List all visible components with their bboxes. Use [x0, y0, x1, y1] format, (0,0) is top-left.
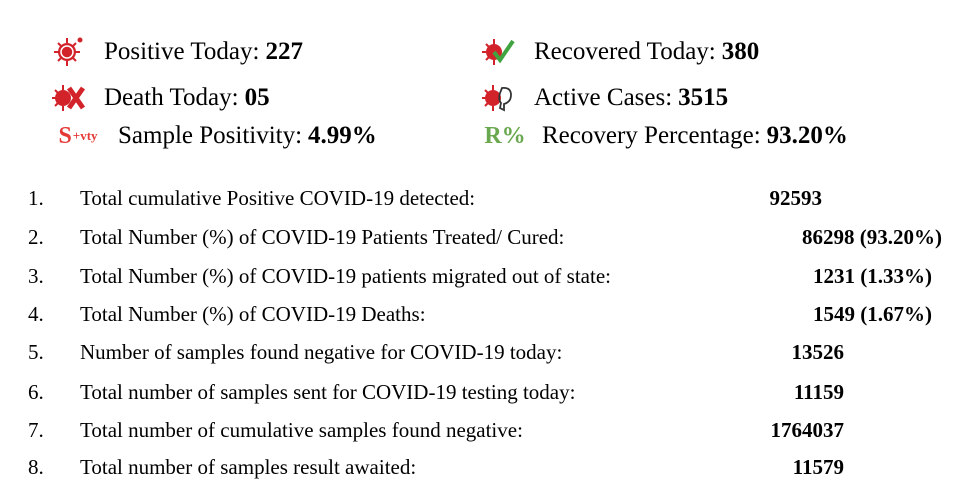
death-today-value: 05 [244, 84, 270, 111]
stat-row-value: 86298 (93.20%) [802, 225, 942, 249]
stat-row-number: 7. [28, 418, 44, 442]
sample-positivity-icon: S +vty [50, 120, 106, 152]
stat-row-label: Total Number (%) of COVID-19 patients mi… [80, 264, 611, 288]
stat-row: 4. Total Number (%) of COVID-19 Deaths: … [0, 302, 954, 336]
recovery-percentage-icon: R% [484, 122, 526, 149]
stat-row-value: 11579 [792, 455, 844, 479]
stat-row: 6. Total number of samples sent for COVI… [0, 380, 954, 414]
stat-row-number: 3. [28, 264, 44, 288]
death-today-label: Death Today: [104, 84, 239, 111]
stat-row-number: 6. [28, 380, 44, 404]
active-cases-value: 3515 [678, 84, 729, 111]
stat-row-number: 1. [28, 186, 44, 210]
stat-row-label: Total cumulative Positive COVID-19 detec… [80, 186, 476, 210]
stat-row-number: 5. [28, 340, 44, 364]
active-cases-stat: Active Cases: 3515 [480, 82, 728, 114]
recovered-today-stat: Recovered Today: 380 [480, 36, 759, 68]
stat-row-label: Number of samples found negative for COV… [80, 340, 563, 364]
stat-row-label: Total number of samples sent for COVID-1… [80, 380, 576, 404]
sample-positivity-stat: S +vty Sample Positivity: 4.99% [50, 120, 377, 152]
positive-today-value: 227 [265, 38, 303, 65]
active-cases-label: Active Cases: [534, 84, 673, 111]
virus-cross-icon [50, 82, 86, 114]
positive-today-label: Positive Today: [104, 38, 260, 65]
virus-icon [50, 36, 86, 68]
sample-positivity-value: 4.99% [308, 122, 377, 149]
virus-check-icon [480, 36, 516, 68]
stat-row-number: 2. [28, 225, 44, 249]
stat-row: 2. Total Number (%) of COVID-19 Patients… [0, 225, 954, 259]
stat-row-value: 1231 (1.33%) [813, 264, 932, 288]
stat-row: 8. Total number of samples result awaite… [0, 455, 954, 489]
virus-outline-icon [480, 82, 516, 114]
sample-positivity-icon-letter: S [58, 122, 72, 149]
sample-positivity-label: Sample Positivity: [118, 122, 303, 149]
stat-row: 5. Number of samples found negative for … [0, 340, 954, 374]
recovered-today-value: 380 [721, 38, 760, 65]
stat-row: 7. Total number of cumulative samples fo… [0, 418, 954, 452]
death-today-stat: Death Today: 05 [50, 82, 270, 114]
sample-positivity-icon-sup: +vty [72, 128, 98, 143]
stat-row-label: Total Number (%) of COVID-19 Deaths: [80, 302, 426, 326]
recovery-percentage-value: 93.20% [766, 122, 848, 149]
stat-row-value: 1549 (1.67%) [813, 302, 932, 326]
stat-row-value: 1764037 [770, 418, 845, 442]
stat-row-label: Total Number (%) of COVID-19 Patients Tr… [80, 225, 565, 249]
recovered-today-label: Recovered Today: [534, 38, 716, 65]
stat-row-value: 13526 [791, 340, 845, 364]
stat-row-label: Total number of samples result awaited: [80, 455, 417, 479]
recovery-percentage-label: Recovery Percentage: [542, 122, 761, 149]
stat-row: 3. Total Number (%) of COVID-19 patients… [0, 264, 954, 298]
stat-row-number: 4. [28, 302, 44, 326]
stat-row-value: 11159 [793, 380, 844, 404]
stat-row-number: 8. [28, 455, 44, 479]
recovery-percentage-stat: R% Recovery Percentage: 93.20% [480, 120, 848, 152]
positive-today-stat: Positive Today: 227 [50, 36, 303, 68]
stat-row-label: Total number of cumulative samples found… [80, 418, 523, 442]
stat-row-value: 92593 [769, 186, 823, 210]
stat-row: 1. Total cumulative Positive COVID-19 de… [0, 186, 954, 220]
